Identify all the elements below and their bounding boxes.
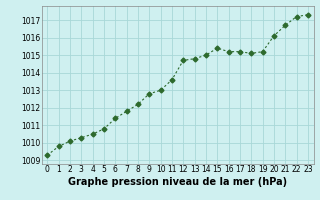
X-axis label: Graphe pression niveau de la mer (hPa): Graphe pression niveau de la mer (hPa)	[68, 177, 287, 187]
